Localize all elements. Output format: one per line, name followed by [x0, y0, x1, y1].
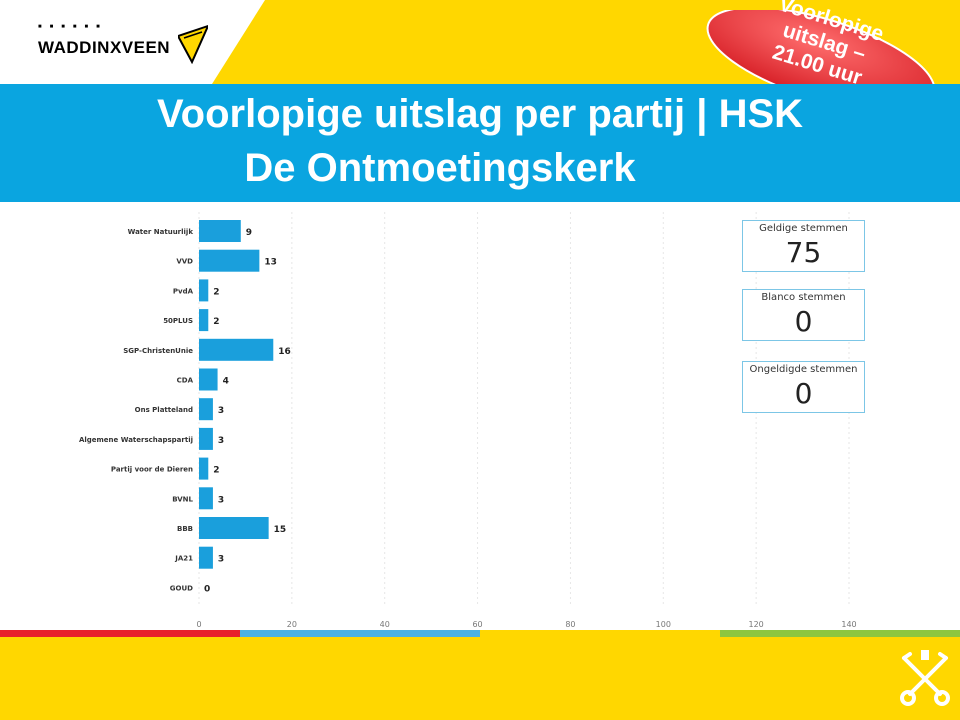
- category-label: CDA: [177, 377, 194, 385]
- x-tick-label: 140: [841, 620, 856, 629]
- x-tick-label: 80: [565, 620, 575, 629]
- data-label: 16: [278, 347, 291, 357]
- x-tick-label: 120: [749, 620, 764, 629]
- x-tick-label: 60: [472, 620, 482, 629]
- category-label: GOUD: [170, 584, 193, 592]
- crossed-keys-icon: [900, 650, 950, 706]
- category-label: 50PLUS: [163, 317, 193, 325]
- data-label: 3: [218, 495, 224, 505]
- bar: [199, 279, 209, 302]
- bar: [199, 457, 209, 480]
- category-label: PvdA: [173, 287, 194, 295]
- data-label: 15: [274, 525, 287, 535]
- bar: [199, 338, 274, 361]
- category-label: Ons Platteland: [135, 406, 193, 414]
- chart-area: 0 20 40 60 80 100 120 140 Water Natuurlijk 9 VVD 13…: [0, 202, 960, 632]
- bar: [199, 249, 260, 272]
- page-title: Voorlopige uitslag per partij | HSK: [156, 92, 804, 136]
- kpi-value: 75: [785, 236, 822, 269]
- kpi-valid-votes: Geldige stemmen 75: [742, 220, 865, 272]
- x-tick-label: 0: [196, 620, 201, 629]
- bar: [199, 427, 213, 450]
- data-label: 4: [223, 377, 229, 387]
- data-label: 2: [213, 317, 219, 327]
- data-label: 3: [218, 555, 224, 565]
- title-band: [0, 84, 960, 202]
- category-label: BBB: [177, 525, 193, 533]
- x-tick-label: 100: [656, 620, 671, 629]
- data-label: 3: [218, 436, 224, 446]
- bar: [199, 546, 213, 569]
- data-label: 0: [204, 584, 210, 594]
- category-label: Partij voor de Dieren: [111, 466, 193, 474]
- kpi-label: Geldige stemmen: [759, 223, 848, 234]
- data-label: 2: [213, 466, 219, 476]
- category-label: JA21: [174, 555, 193, 563]
- kpi-value: 0: [794, 305, 813, 338]
- logo-text: WADDINXVEEN: [38, 38, 171, 57]
- data-label: 3: [218, 406, 224, 416]
- page-subtitle: De Ontmoetingskerk: [244, 146, 636, 190]
- category-label: Algemene Waterschapspartij: [79, 436, 193, 444]
- kpi-blank-votes: Blanco stemmen 0: [742, 289, 865, 341]
- bar: [199, 487, 213, 510]
- data-label: 9: [246, 228, 252, 238]
- kpi-label: Blanco stemmen: [761, 292, 846, 303]
- kpi-invalid-votes: Ongeldigde stemmen 0: [742, 361, 865, 413]
- bar: [199, 220, 241, 242]
- data-label: 2: [213, 287, 219, 297]
- logo-mark-icon: [178, 24, 208, 64]
- category-label: BVNL: [172, 495, 193, 503]
- x-tick-label: 20: [287, 620, 297, 629]
- strip-green: [720, 630, 960, 637]
- kpi-value: 0: [794, 377, 813, 410]
- strip-red: [0, 630, 240, 637]
- municipality-logo: ■■■■■■ WADDINXVEEN: [38, 22, 213, 72]
- strip-yellow: [480, 630, 720, 637]
- kpi-label: Ongeldigde stemmen: [749, 364, 858, 375]
- bar: [199, 398, 213, 421]
- footer-band: [0, 637, 960, 720]
- bar: [199, 309, 209, 332]
- category-label: Water Natuurlijk: [128, 228, 194, 236]
- logo-dots: ■■■■■■: [38, 24, 108, 30]
- bar: [199, 517, 269, 539]
- category-label: VVD: [176, 258, 193, 266]
- bar: [199, 368, 218, 391]
- color-strip: [0, 630, 960, 637]
- x-tick-label: 40: [380, 620, 390, 629]
- data-label: 13: [264, 258, 277, 268]
- strip-blue: [240, 630, 480, 637]
- category-label: SGP-ChristenUnie: [123, 347, 193, 355]
